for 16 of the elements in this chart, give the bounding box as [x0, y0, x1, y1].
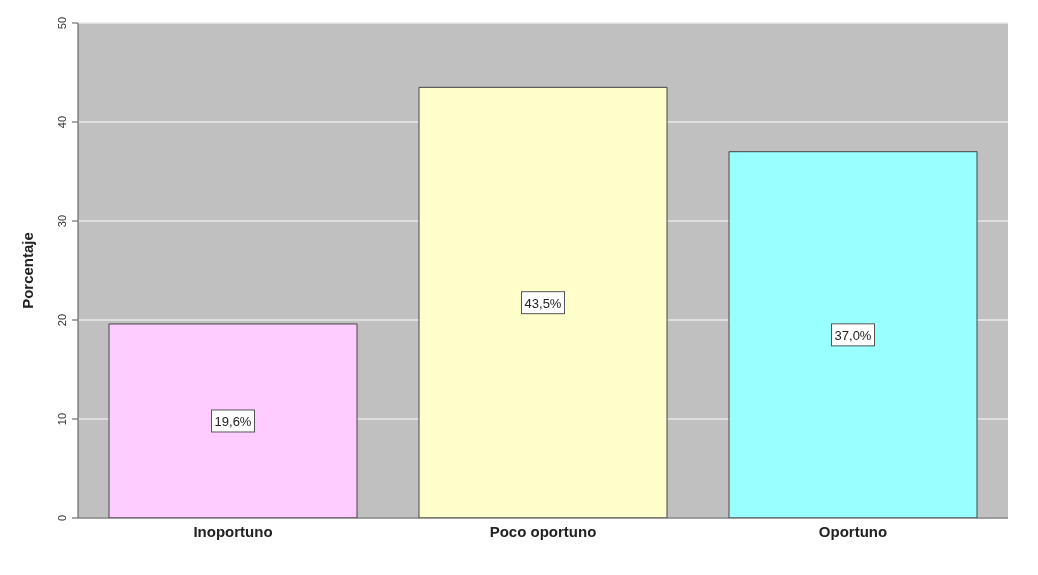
- y-tick-label: 20: [56, 313, 68, 327]
- x-tick-label: Oportuno: [818, 522, 888, 540]
- y-tick-label: 40: [56, 115, 68, 129]
- bar: [418, 86, 668, 518]
- data-label: 19,6%: [214, 413, 252, 429]
- y-tick-label: 50: [56, 16, 68, 30]
- bar: [108, 323, 358, 518]
- y-axis-title: Porcentaje: [19, 232, 37, 309]
- y-tick-label: 0: [56, 514, 68, 522]
- data-label: 37,0%: [834, 327, 872, 343]
- bar: [728, 151, 978, 518]
- y-tick-label: 10: [56, 412, 68, 426]
- x-tick-label: Poco oportuno: [489, 522, 597, 540]
- y-tick-label: 30: [56, 214, 68, 228]
- data-label: 43,5%: [524, 295, 562, 311]
- x-tick-label: Inoportuno: [193, 522, 273, 540]
